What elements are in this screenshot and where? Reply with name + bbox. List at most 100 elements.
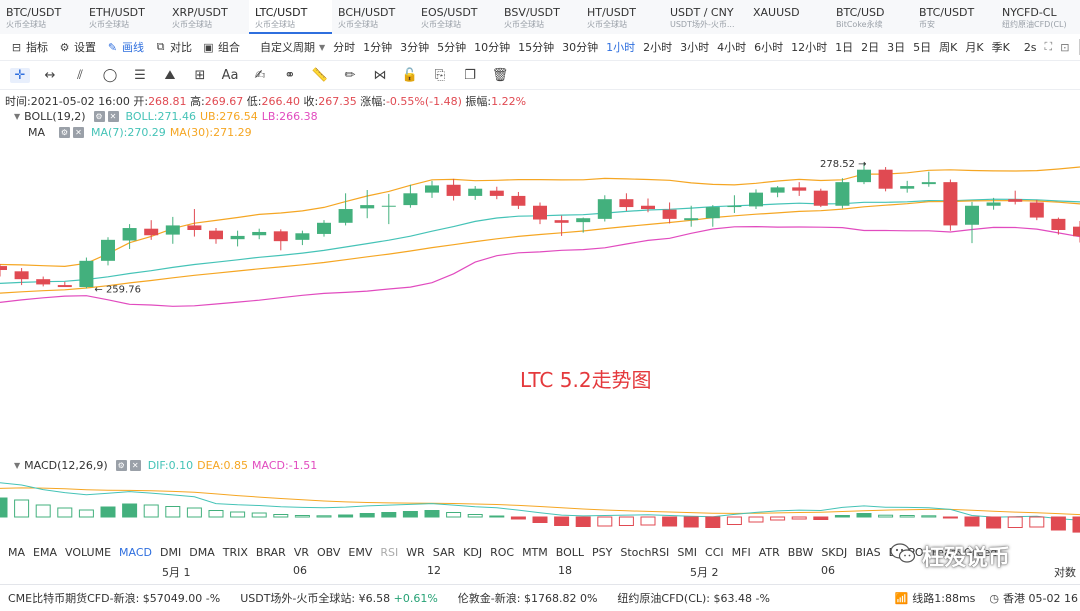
tab-eth-usdt[interactable]: ETH/USDT 火币全球站	[83, 0, 166, 34]
period-option[interactable]: 月K	[965, 41, 984, 54]
tab-btc-usdt[interactable]: BTC/USDT 火币全球站	[0, 0, 83, 34]
indicator-option[interactable]: EMA	[33, 545, 57, 559]
period-option[interactable]: 季K	[991, 41, 1010, 54]
indicator-option[interactable]: OBV	[317, 545, 341, 559]
tab-usdt-cny[interactable]: USDT / CNY USDT场外-火币...	[664, 0, 747, 34]
fullscreen-icon[interactable]: ⛶	[1044, 40, 1053, 53]
compare-button[interactable]: ⧉ 对比	[154, 39, 192, 55]
period-option[interactable]: 5分钟	[437, 41, 467, 54]
indicator-option[interactable]: ROC	[490, 545, 515, 559]
screenshot-icon[interactable]: ⊡	[1060, 40, 1070, 54]
copy-tool-icon[interactable]: ⎘	[434, 67, 446, 83]
ma-settings-icon[interactable]: ⚙	[59, 127, 71, 138]
macd-close-icon[interactable]: ✕	[129, 460, 141, 471]
parallel-tool-icon[interactable]: ☰	[134, 67, 146, 83]
indicator-option[interactable]: PSY	[592, 545, 613, 559]
tab-ltc-usdt[interactable]: LTC/USDT 火币全球站	[249, 0, 332, 34]
indicator-option[interactable]: DMI	[160, 545, 182, 559]
period-option[interactable]: 3日	[887, 41, 906, 54]
indicator-option[interactable]: DMA	[189, 545, 215, 559]
period-option[interactable]: 1小时	[606, 41, 636, 54]
combine-button[interactable]: ▣ 组合	[203, 40, 240, 55]
horizontal-line-tool-icon[interactable]: ↔	[44, 67, 56, 83]
tab-bch-usdt[interactable]: BCH/USDT 火币全球站	[332, 0, 415, 34]
indicator-option[interactable]: Fear&Greed	[931, 545, 998, 559]
tab-btc-usd[interactable]: BTC/USD BitCoke永续	[830, 0, 913, 34]
period-option[interactable]: 12小时	[791, 41, 828, 54]
period-option[interactable]: 周K	[939, 41, 958, 54]
magnet-tool-icon[interactable]: ⚭	[284, 67, 296, 83]
indicator-option[interactable]: VOLUME	[64, 545, 112, 559]
lock-tool-icon[interactable]: 🔓	[401, 67, 419, 83]
ticker-oil[interactable]: 纽约原油CFD(CL): $63.48 -%	[617, 592, 770, 605]
tab-ht-usdt[interactable]: HT/USDT 火币全球站	[581, 0, 664, 34]
indicator-option[interactable]: StochRSI	[620, 545, 670, 559]
ma-close-icon[interactable]: ✕	[73, 127, 85, 138]
ticker-gold[interactable]: 伦敦金-新浪: $1768.82 0%	[457, 592, 598, 605]
indicator-option[interactable]: VR	[293, 545, 309, 559]
collapse-chevron-icon[interactable]: ▼	[14, 461, 21, 470]
text-tool-icon[interactable]: Aa	[221, 67, 239, 83]
boll-close-icon[interactable]: ✕	[107, 111, 119, 122]
trash-icon[interactable]: 🗑	[491, 67, 509, 83]
indicator-option[interactable]: BRAR	[255, 545, 286, 559]
boll-settings-icon[interactable]: ⚙	[93, 111, 105, 122]
tab-btc-usdt[interactable]: BTC/USDT 币安	[913, 0, 996, 34]
collapse-chevron-icon[interactable]: ▼	[14, 112, 21, 121]
ruler-tool-icon[interactable]: 📏	[311, 67, 329, 83]
pencil-tool-icon[interactable]: ✏	[344, 67, 356, 83]
tab-eos-usdt[interactable]: EOS/USDT 火币全球站	[415, 0, 498, 34]
indicator-option[interactable]: MFI	[731, 545, 751, 559]
price-chart[interactable]: 278.52 → ← 259.76	[0, 140, 1080, 590]
tab-xauusd[interactable]: XAUUSD	[747, 0, 830, 34]
period-option[interactable]: 2小时	[643, 41, 673, 54]
indicator-option[interactable]: BIAS	[855, 545, 881, 559]
indicator-option[interactable]: WR	[406, 545, 425, 559]
indicator-option[interactable]: MTM	[522, 545, 548, 559]
indicator-option[interactable]: RSI	[380, 545, 399, 559]
period-option[interactable]: 1日	[835, 41, 854, 54]
indicator-option[interactable]: BOLL	[555, 545, 585, 559]
layers-tool-icon[interactable]: ❐	[464, 67, 476, 83]
indicator-option[interactable]: MACD	[119, 545, 153, 559]
tab-xrp-usdt[interactable]: XRP/USDT 火币全球站	[166, 0, 249, 34]
pattern-tool-icon[interactable]: ⛰	[164, 67, 176, 83]
indicator-option[interactable]: SKDJ	[821, 545, 848, 559]
period-option[interactable]: 3小时	[680, 41, 710, 54]
indicator-option[interactable]: SAR	[432, 545, 456, 559]
tab-nycfd-cl[interactable]: NYCFD-CL 纽约原油CFD(CL)	[996, 0, 1079, 34]
trend-line-tool-icon[interactable]: ⫽	[77, 67, 83, 83]
period-option[interactable]: 30分钟	[562, 41, 599, 54]
ticker-usdt[interactable]: USDT场外-火币全球站: ¥6.58 +0.61%	[240, 592, 438, 605]
custom-period-select[interactable]: 自定义周期 ▼	[260, 41, 326, 54]
period-option[interactable]: 3分钟	[400, 41, 430, 54]
indicators-button[interactable]: ⊟ 指标	[11, 40, 48, 55]
refresh-interval[interactable]: 2s	[1023, 40, 1037, 54]
measure-tool-icon[interactable]: ⊞	[194, 67, 206, 83]
indicator-option[interactable]: EMV	[348, 545, 373, 559]
period-option[interactable]: 5日	[913, 41, 932, 54]
period-option[interactable]: 10分钟	[474, 41, 511, 54]
period-option[interactable]: 15分钟	[518, 41, 555, 54]
period-option[interactable]: 分时	[333, 41, 356, 54]
tab-bsv-usdt[interactable]: BSV/USDT 火币全球站	[498, 0, 581, 34]
indicator-option[interactable]: SMI	[677, 545, 698, 559]
settings-button[interactable]: ⚙ 设置	[59, 40, 96, 55]
log-scale-toggle[interactable]: 对数	[1054, 566, 1076, 579]
ticker-cme[interactable]: CME比特币期货CFD-新浪: $57049.00 -%	[8, 592, 221, 605]
crosshair-tool-icon[interactable]: ✛	[10, 67, 30, 83]
indicator-option[interactable]: BBW	[787, 545, 814, 559]
indicator-option[interactable]: KDJ	[463, 545, 483, 559]
period-option[interactable]: 6小时	[754, 41, 784, 54]
indicator-option[interactable]: MA	[8, 545, 26, 559]
brush-tool-icon[interactable]: ✍	[254, 67, 266, 83]
wave-tool-icon[interactable]: ⋈	[373, 67, 387, 83]
macd-settings-icon[interactable]: ⚙	[115, 460, 127, 471]
draw-button[interactable]: ✎ 画线	[107, 40, 144, 55]
indicator-option[interactable]: CCI	[705, 545, 724, 559]
circle-tool-icon[interactable]: ◯	[102, 67, 118, 83]
period-option[interactable]: 1分钟	[363, 41, 393, 54]
indicator-option[interactable]: ATR	[758, 545, 780, 559]
period-option[interactable]: 2日	[861, 41, 880, 54]
indicator-option[interactable]: TRIX	[222, 545, 248, 559]
